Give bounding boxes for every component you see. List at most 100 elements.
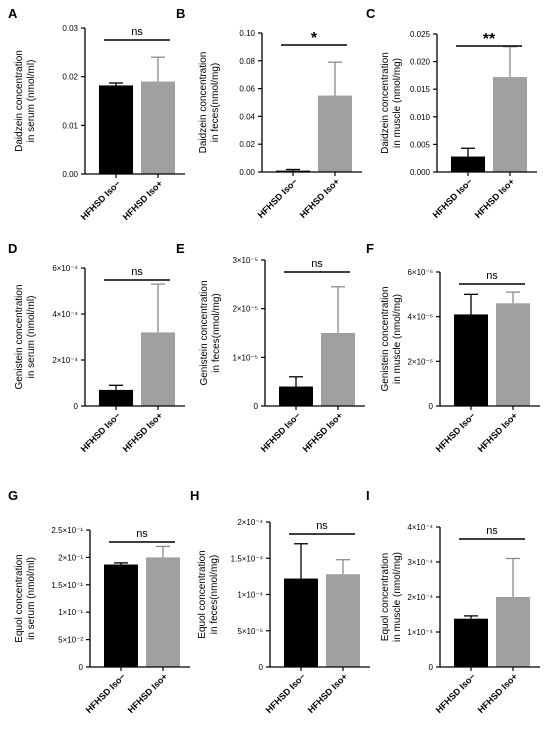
y-axis-label-line: Daidzein concentration — [198, 52, 209, 154]
y-tick-label: 3×10⁻⁴ — [407, 558, 433, 567]
x-tick-label: HFHSD Iso+ — [306, 671, 350, 715]
y-axis-label: Genistein concentrationin feces(nmol/mg) — [199, 280, 222, 385]
panel-letter: C — [366, 6, 376, 21]
y-tick-label: 0.06 — [239, 85, 255, 94]
y-axis-label-line: in muscle (nmol/mg) — [392, 294, 403, 384]
x-tick-label: HFHSD Iso− — [264, 671, 308, 715]
y-tick-label: 0 — [74, 402, 79, 411]
panel-letter: B — [176, 6, 185, 21]
bar-iso-minus — [451, 156, 485, 172]
bar-iso-minus — [279, 386, 313, 406]
y-axis-label-line: in muscle (nmol/mg) — [392, 58, 403, 148]
significance-label: ns — [131, 26, 143, 38]
y-tick-label: 3×10⁻⁵ — [232, 256, 258, 265]
chart-panel-c: C 0.000 0.005 0.010 0.015 0.020 0.025 Daidzein … — [366, 6, 537, 220]
bar-iso-minus — [276, 170, 310, 172]
y-axis-label-line: in serum (nmol/ml) — [26, 557, 37, 640]
panel-letter: I — [366, 488, 370, 503]
y-axis-label-line: in feces(nmol/mg) — [211, 293, 222, 372]
y-axis-label: Equol concentrationin serum (nmol/ml) — [14, 554, 37, 642]
y-axis-label-line: in serum (nmol/ml) — [26, 296, 37, 379]
y-tick-label: 0.020 — [410, 58, 431, 67]
y-axis-label: Daidzein concentrationin feces(nmol/mg) — [198, 52, 221, 154]
y-axis-label-line: Daidzein concentration — [380, 52, 391, 154]
chart-panel-h: H 0 5×10⁻⁵ 1×10⁻⁴ 1.5×10⁻⁴ 2×10⁻⁴ Equol concen… — [190, 488, 370, 715]
y-tick-label: 1×10⁻⁴ — [237, 591, 263, 600]
x-tick-label: HFHSD Iso+ — [126, 671, 170, 715]
chart-panel-d: D 0 2×10⁻⁴ 4×10⁻⁴ 6×10⁻⁴ Genistein concentrat… — [8, 241, 185, 454]
x-tick-label: HFHSD Iso− — [431, 176, 475, 220]
bar-iso-minus — [99, 389, 133, 406]
panel-letter: E — [176, 241, 185, 256]
chart-panel-a: A 0.00 0.01 0.02 0.03 Daidzein concentrationi… — [8, 6, 185, 222]
y-axis-label-line: Daidzein concentration — [14, 50, 25, 152]
y-tick-label: 1×10⁻¹ — [58, 608, 83, 617]
y-axis-label: Genistein concentrationin serum (nmol/ml… — [14, 284, 37, 389]
x-tick-label: HFHSD Iso+ — [473, 176, 517, 220]
y-tick-label: 4×10⁻⁴ — [407, 523, 433, 532]
y-tick-label: 2×10⁻⁶ — [407, 357, 433, 366]
y-tick-label: 0 — [79, 663, 84, 672]
bar-iso-minus — [104, 564, 138, 667]
y-tick-label: 1.5×10⁻⁴ — [231, 554, 264, 563]
y-tick-label: 5×10⁻² — [58, 636, 83, 645]
y-tick-label: 0.02 — [62, 73, 78, 82]
x-tick-label: HFHSD Iso− — [256, 176, 300, 220]
y-tick-label: 0.02 — [239, 140, 255, 149]
x-tick-label: HFHSD Iso− — [259, 410, 303, 454]
y-tick-label: 0.025 — [410, 30, 431, 39]
y-tick-label: 2×10⁻⁵ — [232, 305, 258, 314]
bar-iso-plus — [321, 333, 355, 406]
x-tick-label: HFHSD Iso− — [434, 671, 478, 715]
significance-label: ns — [486, 270, 498, 282]
x-tick-label: HFHSD Iso+ — [121, 178, 165, 222]
x-tick-label: HFHSD Iso+ — [476, 410, 520, 454]
y-tick-label: 1×10⁻⁴ — [407, 628, 433, 637]
y-tick-label: 2×10⁻⁴ — [407, 593, 433, 602]
y-axis-label: Equol concentrationin feces(nmol/mg) — [197, 550, 220, 638]
y-tick-label: 0.03 — [62, 24, 78, 33]
y-axis-label-line: in muscle (nmol/mg) — [392, 552, 403, 642]
y-tick-label: 0.04 — [239, 112, 255, 121]
y-tick-label: 1.5×10⁻¹ — [51, 581, 83, 590]
bar-iso-minus — [284, 578, 318, 667]
y-tick-label: 0.000 — [410, 168, 431, 177]
y-tick-label: 2×10⁻⁴ — [237, 518, 263, 527]
y-axis-label-line: Equol concentration — [197, 550, 208, 638]
significance-label: ns — [136, 528, 148, 540]
bar-iso-minus — [454, 314, 488, 406]
y-axis-label: Daidzein concentrationin muscle (nmol/mg… — [380, 52, 403, 154]
bar-iso-plus — [141, 332, 175, 406]
y-tick-label: 0.00 — [62, 170, 78, 179]
significance-label: ns — [131, 266, 143, 278]
significance-label: ns — [311, 258, 323, 270]
y-tick-label: 2.5×10⁻¹ — [51, 526, 83, 535]
y-tick-label: 1×10⁻⁵ — [232, 353, 258, 362]
y-tick-label: 0.010 — [410, 113, 431, 122]
significance-label: ns — [486, 525, 498, 537]
y-tick-label: 0 — [259, 663, 264, 672]
panel-letter: H — [190, 488, 199, 503]
x-tick-label: HFHSD Iso+ — [121, 410, 165, 454]
significance-label: ** — [483, 31, 496, 48]
panel-letter: D — [8, 241, 17, 256]
bar-iso-plus — [326, 574, 360, 667]
y-tick-label: 0.08 — [239, 57, 255, 66]
panel-letter: A — [8, 6, 18, 21]
y-axis-label-line: in feces(nmol/mg) — [210, 63, 221, 142]
chart-panel-e: E 0 1×10⁻⁵ 2×10⁻⁵ 3×10⁻⁵ Genistein concentrat… — [176, 241, 365, 454]
bar-iso-plus — [146, 557, 180, 667]
y-axis-label-line: Equol concentration — [14, 554, 25, 642]
y-tick-label: 2×10⁻¹ — [58, 553, 83, 562]
y-tick-label: 0 — [429, 663, 434, 672]
bar-iso-plus — [493, 77, 527, 172]
bar-iso-minus — [454, 618, 488, 667]
y-tick-label: 0.10 — [239, 29, 255, 38]
x-tick-label: HFHSD Iso+ — [301, 410, 345, 454]
x-tick-label: HFHSD Iso+ — [298, 176, 342, 220]
y-axis-label-line: Genistein concentration — [199, 280, 210, 385]
x-tick-label: HFHSD Iso− — [79, 178, 123, 222]
y-axis-label-line: in serum (nmol/ml) — [26, 60, 37, 143]
bar-iso-minus — [99, 85, 133, 174]
y-axis-label: Daidzein concentrationin serum (nmol/ml) — [14, 50, 37, 152]
